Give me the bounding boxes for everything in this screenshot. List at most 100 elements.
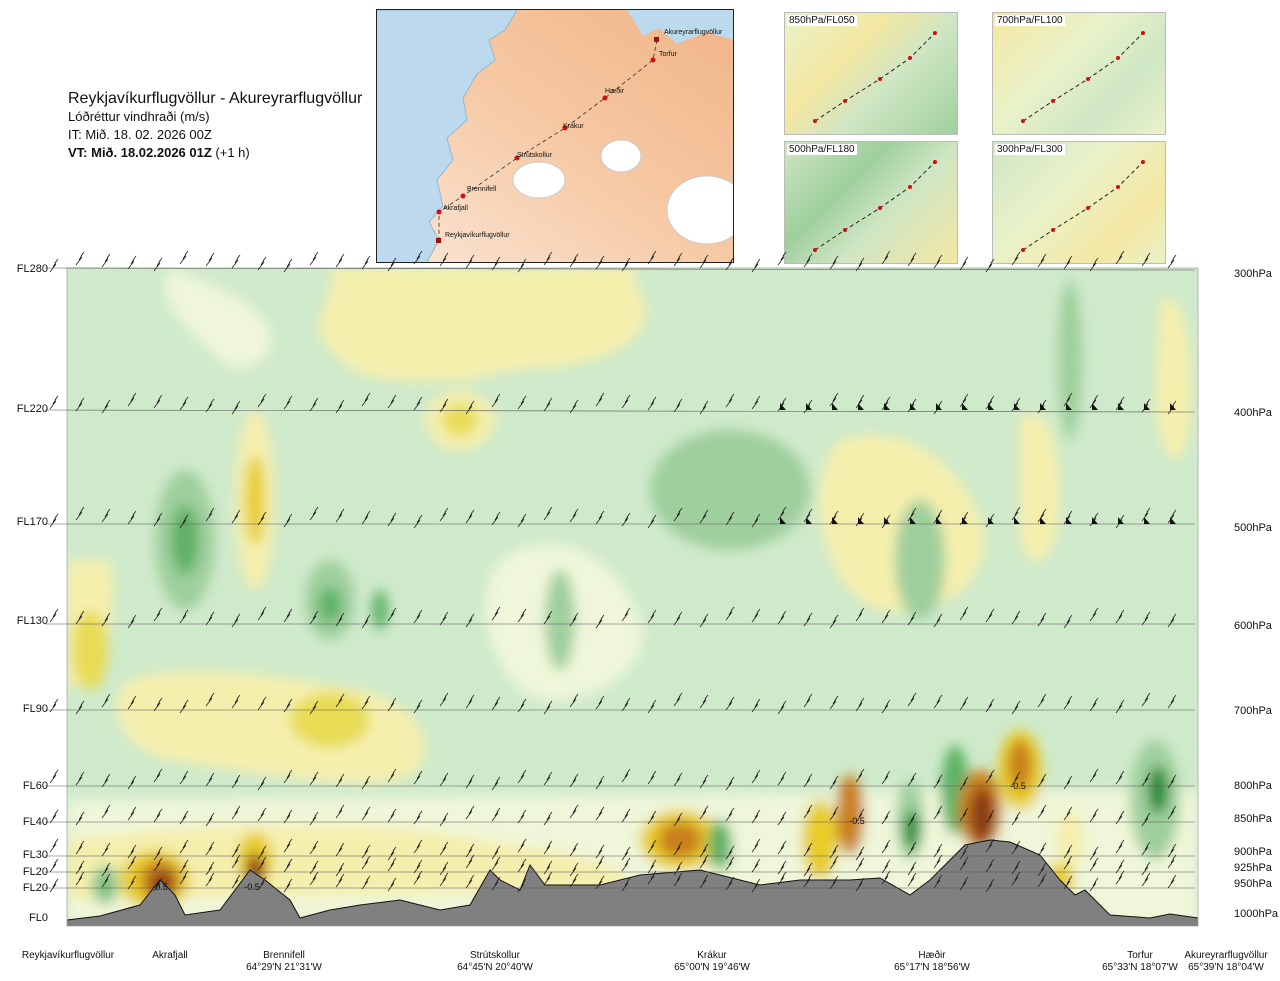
- wind-barb: [699, 874, 709, 889]
- wind-barb: [569, 612, 579, 627]
- wind-barb: [517, 809, 527, 824]
- wind-barb: [361, 510, 371, 525]
- wind-pennant: [884, 517, 890, 524]
- wind-barb: [751, 698, 761, 713]
- wind-barb: [153, 257, 163, 272]
- wind-barb: [465, 805, 475, 820]
- wind-barb: [75, 811, 85, 826]
- wind-barb: [309, 871, 319, 886]
- wind-barb: [777, 771, 787, 786]
- wind-barb: [205, 812, 215, 827]
- wind-barb: [699, 805, 709, 820]
- wind-barb: [855, 697, 865, 712]
- wind-barb: [361, 806, 371, 821]
- wind-barb: [725, 845, 735, 860]
- wind-barb: [647, 810, 657, 825]
- map-label-akrafjall: Akrafjall: [443, 205, 468, 212]
- panel-700hpa-label: 700hPa/FL100: [995, 15, 1065, 26]
- wind-pennant: [806, 517, 812, 524]
- wind-barb: [179, 514, 189, 529]
- level-label-right: 950hPa: [1234, 878, 1272, 890]
- wind-barb: [101, 508, 111, 523]
- contour-label: -0.5: [244, 882, 260, 892]
- wind-barb: [777, 251, 787, 266]
- wind-barb: [309, 397, 319, 412]
- wind-barb: [517, 698, 527, 713]
- wind-barb: [413, 699, 423, 714]
- wind-barb: [205, 872, 215, 887]
- wind-barb: [465, 874, 475, 889]
- level-label-right: 400hPa: [1234, 407, 1272, 419]
- wind-barb: [673, 841, 683, 856]
- wind-barb: [699, 694, 709, 709]
- wind-barb: [829, 614, 839, 629]
- wind-barb: [1141, 872, 1151, 887]
- wind-barb: [1167, 694, 1177, 709]
- wind-pennant: [988, 517, 994, 524]
- wind-barb: [257, 511, 267, 526]
- map-marker-haedir: [602, 95, 608, 101]
- wind-barb: [517, 395, 527, 410]
- wind-barb: [829, 695, 839, 710]
- wind-barb: [673, 252, 683, 267]
- wind-barb: [153, 857, 163, 872]
- wind-barb: [829, 855, 839, 870]
- wind-barb: [1037, 773, 1047, 788]
- wind-barb: [907, 507, 917, 522]
- contour-label: -0.5: [1010, 781, 1026, 791]
- waypoint-coord: 65°39'N 18°04'W: [1188, 962, 1264, 973]
- wind-barb: [1115, 870, 1125, 885]
- wind-barb: [179, 250, 189, 265]
- wind-barb: [725, 256, 735, 271]
- wind-barb: [361, 392, 371, 407]
- wind-barb: [387, 607, 397, 622]
- wind-barb: [777, 811, 787, 826]
- wind-barb: [205, 507, 215, 522]
- wind-barb: [75, 506, 85, 521]
- wind-barb: [153, 394, 163, 409]
- wind-barb: [205, 692, 215, 707]
- wind-barb: [439, 252, 449, 267]
- wind-pennant: [1014, 517, 1020, 524]
- wind-barb: [335, 399, 345, 414]
- wind-barb: [595, 255, 605, 270]
- wind-barb: [205, 841, 215, 856]
- panel-500hpa-route: [813, 160, 937, 252]
- wind-barb: [1011, 771, 1021, 786]
- wind-pennant: [1066, 403, 1072, 410]
- chart-header: Reykjavíkurflugvöllur - Akureyrarflugvöl…: [68, 90, 362, 162]
- wind-barb: [231, 694, 241, 709]
- wind-barb: [803, 253, 813, 268]
- wind-pennant: [780, 403, 786, 410]
- wind-barb: [1011, 506, 1021, 521]
- wind-barb: [647, 250, 657, 265]
- wind-barb: [881, 839, 891, 854]
- panel-700hpa: 700hPa/FL100: [992, 12, 1166, 135]
- wind-barb: [361, 255, 371, 270]
- wind-barb: [855, 607, 865, 622]
- wind-pennant: [910, 517, 916, 524]
- wind-barb: [127, 255, 137, 270]
- level-label-left: FL0: [29, 912, 48, 924]
- wind-barb: [855, 394, 865, 409]
- wind-pennant: [832, 403, 838, 410]
- wind-barb: [829, 806, 839, 821]
- wind-barb: [1011, 860, 1021, 875]
- wind-barb: [881, 770, 891, 785]
- wind-barb: [335, 842, 345, 857]
- wind-barb: [49, 809, 59, 824]
- wind-barb: [881, 859, 891, 874]
- wind-barb: [1063, 875, 1073, 890]
- wind-barb: [1141, 772, 1151, 787]
- wind-barb: [673, 611, 683, 626]
- wind-barb: [1063, 695, 1073, 710]
- wind-pennant: [806, 403, 812, 410]
- wind-pennant: [936, 403, 942, 410]
- wind-barb: [881, 810, 891, 825]
- wind-barb: [127, 614, 137, 629]
- wind-barb: [1167, 854, 1177, 869]
- wind-barb: [49, 513, 59, 528]
- wind-barb: [621, 857, 631, 872]
- waypoint-name: Brennifell: [263, 950, 305, 961]
